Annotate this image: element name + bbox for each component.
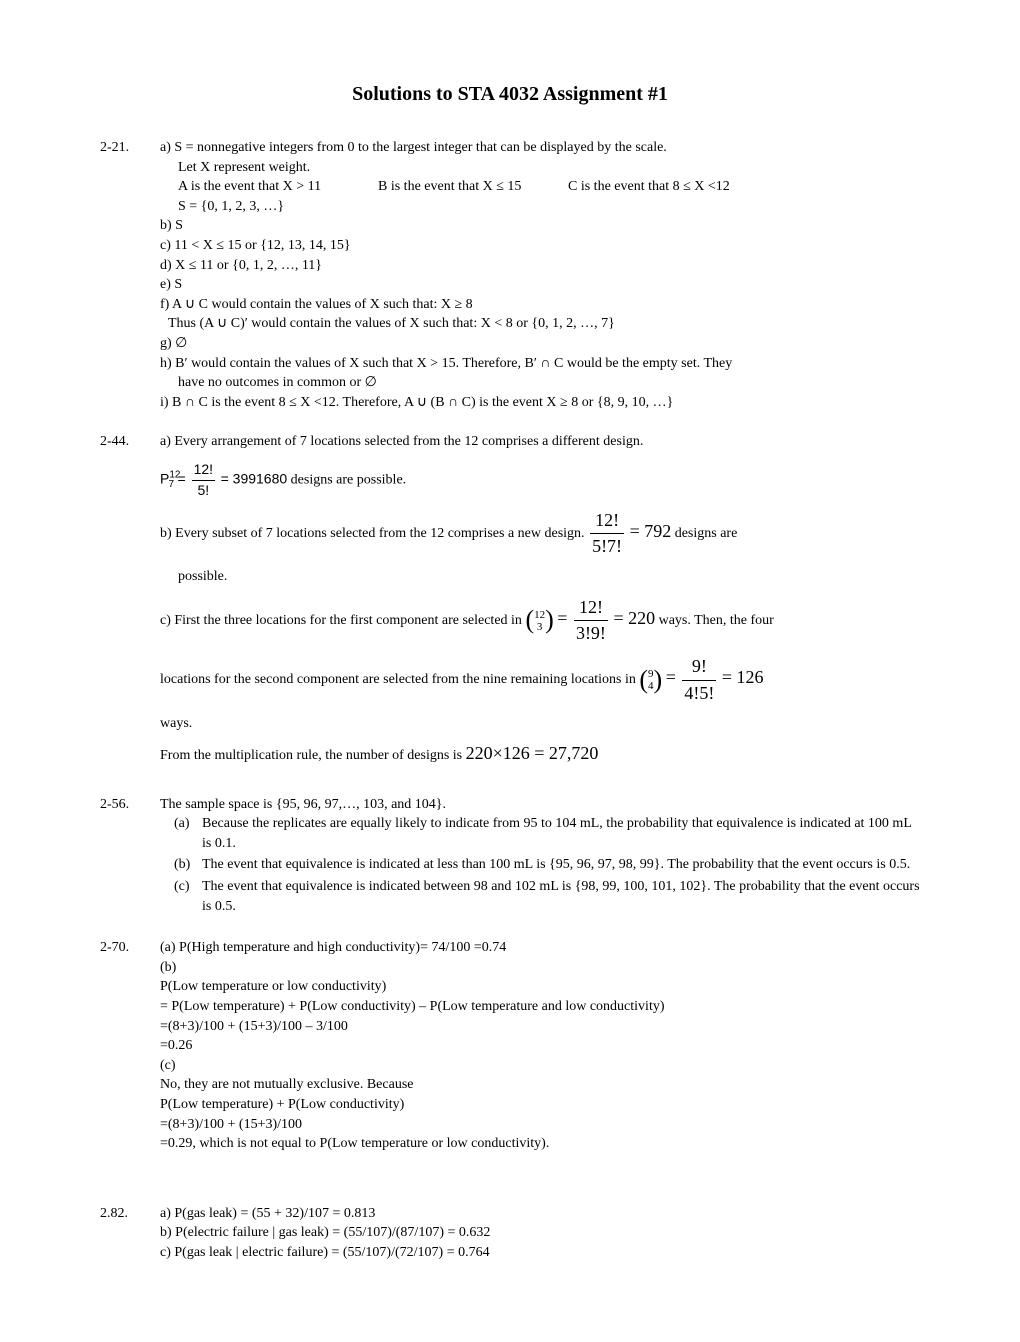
text: designs are bbox=[675, 526, 738, 541]
fraction-den: 5! bbox=[192, 481, 215, 501]
text-line: a) Every arrangement of 7 locations sele… bbox=[160, 432, 920, 452]
problem-number: 2-44. bbox=[100, 432, 160, 774]
text-line: The event that equivalence is indicated … bbox=[202, 877, 920, 916]
text-line: (a) P(High temperature and high conducti… bbox=[160, 938, 920, 958]
text-line: have no outcomes in common or ∅ bbox=[178, 373, 920, 393]
problem-2-70: 2-70. (a) P(High temperature and high co… bbox=[100, 938, 920, 1154]
math-sub: 7 bbox=[168, 479, 174, 490]
text-line: e) S bbox=[160, 275, 920, 295]
fraction-den: 4!5! bbox=[682, 681, 716, 706]
fraction-den: 5!7! bbox=[590, 534, 624, 559]
math-result: 126 bbox=[737, 667, 764, 687]
text-line: =0.29, which is not equal to P(Low tempe… bbox=[160, 1134, 920, 1154]
fraction-num: 12! bbox=[590, 508, 624, 534]
page-title: Solutions to STA 4032 Assignment #1 bbox=[100, 80, 920, 108]
text: designs are possible. bbox=[291, 472, 406, 487]
fraction-den: 3!9! bbox=[574, 621, 608, 646]
text-line: a) S = nonnegative integers from 0 to th… bbox=[160, 138, 920, 158]
problem-2-21: 2-21. a) S = nonnegative integers from 0… bbox=[100, 138, 920, 412]
equation: P127 = 12!5! = 3991680 designs are possi… bbox=[160, 460, 920, 500]
text-line: f) A ∪ C would contain the values of X s… bbox=[160, 295, 920, 315]
text-line: = P(Low temperature) + P(Low conductivit… bbox=[160, 997, 920, 1017]
text-line: b) S bbox=[160, 216, 920, 236]
binomial: (123) bbox=[525, 609, 553, 633]
text-line: c) P(gas leak | electric failure) = (55/… bbox=[160, 1243, 920, 1263]
text-line: Because the replicates are equally likel… bbox=[202, 814, 920, 853]
math-result: 792 bbox=[644, 521, 671, 541]
text-line: P(Low temperature or low conductivity) bbox=[160, 977, 920, 997]
problem-2-44: 2-44. a) Every arrangement of 7 location… bbox=[100, 432, 920, 774]
fraction-num: 9! bbox=[682, 654, 716, 680]
text-line: d) X ≤ 11 or {0, 1, 2, …, 11} bbox=[160, 256, 920, 276]
binomial: (94) bbox=[639, 668, 662, 692]
problem-body: a) P(gas leak) = (55 + 32)/107 = 0.813 b… bbox=[160, 1204, 920, 1263]
event-a: A is the event that X > 11 bbox=[178, 177, 378, 197]
text-line: P(Low temperature) + P(Low conductivity) bbox=[160, 1095, 920, 1115]
fraction-num: 12! bbox=[574, 595, 608, 621]
problem-body: a) Every arrangement of 7 locations sele… bbox=[160, 432, 920, 774]
text-line: =0.26 bbox=[160, 1036, 920, 1056]
problem-2-56: 2-56. The sample space is {95, 96, 97,…,… bbox=[100, 795, 920, 919]
text-line: i) B ∩ C is the event 8 ≤ X <12. Therefo… bbox=[160, 393, 920, 413]
problem-body: a) S = nonnegative integers from 0 to th… bbox=[160, 138, 920, 412]
text: locations for the second component are s… bbox=[160, 672, 639, 687]
text-line: c) 11 < X ≤ 15 or {12, 13, 14, 15} bbox=[160, 236, 920, 256]
sub-label: (a) bbox=[174, 814, 202, 853]
text-line: b) Every subset of 7 locations selected … bbox=[160, 508, 920, 559]
text-line: g) ∅ bbox=[160, 334, 920, 354]
problem-body: The sample space is {95, 96, 97,…, 103, … bbox=[160, 795, 920, 919]
text-line: h) B′ would contain the values of X such… bbox=[160, 354, 920, 374]
text-line: (b) bbox=[160, 958, 920, 978]
fraction-num: 12! bbox=[192, 460, 215, 481]
problem-number: 2-70. bbox=[100, 938, 160, 1154]
text-line: No, they are not mutually exclusive. Bec… bbox=[160, 1075, 920, 1095]
math-result: 220 bbox=[628, 608, 655, 628]
text-line: b) P(electric failure | gas leak) = (55/… bbox=[160, 1223, 920, 1243]
text-line: From the multiplication rule, the number… bbox=[160, 741, 920, 766]
text-line: a) P(gas leak) = (55 + 32)/107 = 0.813 bbox=[160, 1204, 920, 1224]
math-result: 3991680 bbox=[233, 470, 288, 486]
text-line: A is the event that X > 11 B is the even… bbox=[178, 177, 920, 197]
problem-number: 2-56. bbox=[100, 795, 160, 919]
text: From the multiplication rule, the number… bbox=[160, 748, 466, 763]
text-line: Thus (A ∪ C)′ would contain the values o… bbox=[168, 314, 920, 334]
sub-label: (b) bbox=[174, 855, 202, 875]
text-line: The sample space is {95, 96, 97,…, 103, … bbox=[160, 795, 920, 815]
text-line: c) First the three locations for the fir… bbox=[160, 595, 920, 646]
text-line: possible. bbox=[178, 567, 920, 587]
problem-body: (a) P(High temperature and high conducti… bbox=[160, 938, 920, 1154]
event-c: C is the event that 8 ≤ X <12 bbox=[568, 177, 730, 197]
sub-label: (c) bbox=[174, 877, 202, 916]
text-line: (c) bbox=[160, 1056, 920, 1076]
text-line: ways. bbox=[160, 714, 920, 734]
text-line: locations for the second component are s… bbox=[160, 654, 920, 705]
text-line: The event that equivalence is indicated … bbox=[202, 855, 920, 875]
text-line: =(8+3)/100 + (15+3)/100 bbox=[160, 1115, 920, 1135]
equation: 220×126 = 27,720 bbox=[466, 743, 599, 763]
problem-number: 2.82. bbox=[100, 1204, 160, 1263]
text: c) First the three locations for the fir… bbox=[160, 613, 525, 628]
text-line: Let X represent weight. bbox=[178, 158, 920, 178]
text-line: =(8+3)/100 + (15+3)/100 – 3/100 bbox=[160, 1017, 920, 1037]
text: b) Every subset of 7 locations selected … bbox=[160, 526, 588, 541]
text-line: S = {0, 1, 2, 3, …} bbox=[178, 197, 920, 217]
text: ways. Then, the four bbox=[659, 613, 774, 628]
problem-2-82: 2.82. a) P(gas leak) = (55 + 32)/107 = 0… bbox=[100, 1204, 920, 1263]
problem-number: 2-21. bbox=[100, 138, 160, 412]
event-b: B is the event that X ≤ 15 bbox=[378, 177, 568, 197]
